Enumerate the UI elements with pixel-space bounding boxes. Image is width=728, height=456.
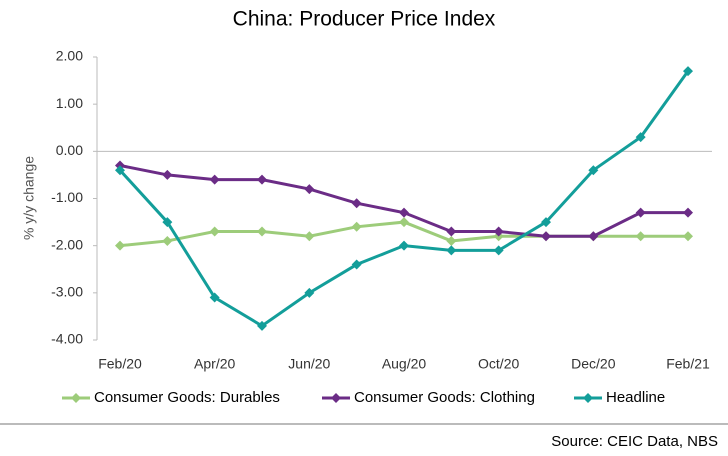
point <box>635 207 646 218</box>
legend-label: Consumer Goods: Clothing <box>354 389 535 406</box>
point <box>635 132 646 143</box>
point <box>115 240 125 251</box>
x-tick-label: Feb/21 <box>666 356 710 372</box>
x-tick-label: Oct/20 <box>478 356 519 372</box>
point <box>399 207 409 218</box>
point <box>209 226 220 237</box>
point <box>541 231 551 242</box>
point <box>304 287 315 298</box>
point <box>304 184 315 195</box>
point <box>257 320 267 331</box>
legend-label: Consumer Goods: Durables <box>94 389 280 406</box>
series-line <box>118 70 690 328</box>
legend-marker <box>583 393 593 403</box>
x-tick-label: Aug/20 <box>382 356 427 372</box>
y-tick-label: 1.00 <box>56 95 83 111</box>
y-axis-label: % y/y change <box>21 156 37 240</box>
point <box>683 207 693 218</box>
x-tick-label: Feb/20 <box>98 356 142 372</box>
source: Source: CEIC Data, NBS <box>551 433 718 450</box>
point <box>351 259 362 270</box>
point <box>683 231 693 242</box>
point <box>162 217 173 228</box>
legend-marker <box>331 393 341 403</box>
y-tick-label: -2.00 <box>51 236 83 252</box>
point <box>493 226 504 237</box>
point <box>446 226 457 237</box>
point <box>304 231 315 242</box>
point <box>541 217 551 228</box>
y-tick-label: -4.00 <box>51 331 83 347</box>
point <box>257 226 267 237</box>
point <box>399 240 409 251</box>
y-tick-label: -1.00 <box>51 189 83 205</box>
y-tick-label: 0.00 <box>56 142 83 158</box>
legend-marker <box>71 393 81 403</box>
point <box>588 231 599 242</box>
x-tick-label: Dec/20 <box>571 356 616 372</box>
point <box>446 245 457 256</box>
point <box>209 174 220 185</box>
point <box>115 165 125 176</box>
point <box>588 165 599 176</box>
legend-label: Headline <box>606 389 665 406</box>
point <box>162 235 173 246</box>
point <box>683 66 693 77</box>
point <box>635 231 646 242</box>
point <box>257 174 267 185</box>
point <box>162 169 173 180</box>
chart-title: China: Producer Price Index <box>233 8 496 31</box>
point <box>351 198 362 209</box>
point <box>493 245 504 256</box>
point <box>351 221 362 232</box>
x-tick-label: Apr/20 <box>194 356 235 372</box>
y-tick-label: 2.00 <box>56 48 83 64</box>
point <box>209 292 220 303</box>
y-tick-label: -3.00 <box>51 284 83 300</box>
point <box>399 217 409 228</box>
point <box>446 235 457 246</box>
x-tick-label: Jun/20 <box>288 356 330 372</box>
